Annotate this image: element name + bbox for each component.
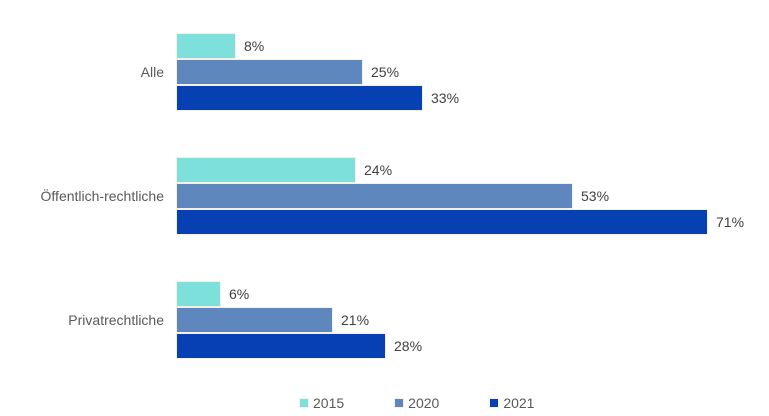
legend-swatch-icon bbox=[394, 398, 405, 408]
value-label: 21% bbox=[341, 312, 370, 328]
bar-2021[interactable] bbox=[176, 85, 423, 111]
category-label: Privatrechtliche bbox=[68, 312, 164, 328]
bar-2020[interactable] bbox=[176, 183, 573, 209]
legend-label: 2015 bbox=[313, 395, 345, 411]
value-label: 28% bbox=[394, 338, 423, 354]
value-label: 33% bbox=[431, 90, 460, 106]
legend-swatch-icon bbox=[299, 398, 309, 408]
legend: 2015 2020 2021 bbox=[299, 394, 534, 412]
bar-2021[interactable] bbox=[176, 209, 708, 235]
bar-2015[interactable] bbox=[176, 281, 221, 307]
bar-2020[interactable] bbox=[176, 59, 363, 85]
legend-label: 2020 bbox=[408, 395, 440, 411]
legend-item-2020[interactable]: 2020 bbox=[394, 394, 439, 412]
value-label: 25% bbox=[371, 64, 400, 80]
legend-item-2021[interactable]: 2021 bbox=[489, 394, 534, 412]
value-label: 24% bbox=[364, 162, 393, 178]
bar-2015[interactable] bbox=[176, 157, 356, 183]
plot-area: Alle 8% 25% 33% Öffentlich-rechtliche 24% 53% 7… bbox=[40, 33, 745, 359]
category-label: Alle bbox=[140, 64, 164, 80]
value-label: 53% bbox=[581, 188, 610, 204]
category-label: Öffentlich-rechtliche bbox=[40, 188, 164, 204]
bar-2021[interactable] bbox=[176, 333, 386, 359]
bar-2020[interactable] bbox=[176, 307, 333, 333]
legend-swatch-icon bbox=[489, 398, 500, 408]
bar-2015[interactable] bbox=[176, 33, 236, 59]
legend-item-2015[interactable]: 2015 bbox=[299, 394, 344, 412]
legend-label: 2021 bbox=[503, 395, 535, 411]
value-label: 71% bbox=[716, 214, 745, 230]
value-label: 6% bbox=[229, 286, 250, 302]
value-label: 8% bbox=[244, 38, 265, 54]
